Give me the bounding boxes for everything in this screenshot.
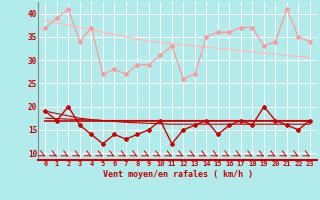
- X-axis label: Vent moyen/en rafales ( km/h ): Vent moyen/en rafales ( km/h ): [103, 170, 252, 179]
